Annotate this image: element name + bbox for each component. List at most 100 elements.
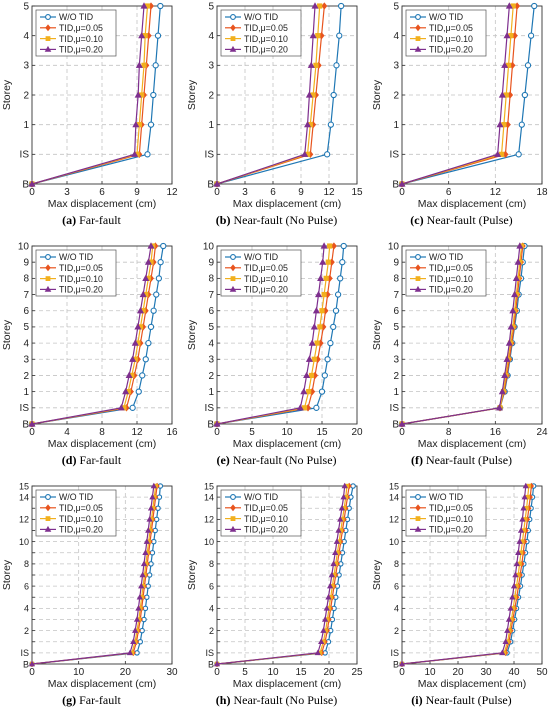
data-point	[147, 121, 155, 128]
legend-marker	[415, 254, 421, 260]
data-point	[308, 372, 315, 379]
y-tick-label: 5	[393, 1, 399, 12]
legend-marker	[415, 24, 421, 32]
legend-marker	[230, 24, 236, 32]
legend-label: TID,μ=0.10	[244, 514, 288, 524]
legend-marker	[415, 264, 421, 272]
data-point	[517, 527, 525, 533]
y-axis-label: Storey	[1, 559, 13, 590]
y-tick-label: 10	[18, 241, 30, 252]
data-point	[135, 605, 142, 611]
data-point	[28, 660, 36, 667]
data-point	[518, 121, 525, 128]
data-point	[308, 339, 316, 346]
data-point	[140, 560, 148, 567]
data-point	[307, 61, 315, 68]
data-point	[320, 627, 327, 633]
legend-label: TID,μ=0.05	[59, 263, 103, 273]
axes-frame	[31, 245, 173, 425]
y-tick-label: 2	[394, 626, 399, 636]
data-point	[309, 31, 317, 39]
data-point	[507, 605, 514, 611]
data-point	[125, 371, 133, 379]
data-point	[498, 387, 506, 395]
x-tick-label: 9	[134, 187, 140, 198]
x-tick-label: 16	[490, 427, 502, 438]
axes-frame	[401, 5, 543, 185]
data-point	[145, 339, 152, 347]
y-axis-label: Storey	[1, 319, 13, 350]
y-tick-label: 4	[208, 338, 214, 349]
legend-label: W/O TID	[429, 252, 463, 262]
data-point	[305, 355, 313, 362]
axes-frame	[216, 5, 358, 185]
x-axis-label: Max displacement (cm)	[233, 678, 342, 690]
x-tick-label: 0	[214, 427, 220, 438]
x-tick-label: 16	[166, 427, 178, 438]
data-point	[303, 371, 311, 379]
data-point	[327, 121, 335, 128]
y-tick-label: IS	[20, 150, 30, 161]
legend-marker	[45, 24, 51, 32]
data-point	[311, 2, 319, 9]
data-point	[337, 2, 345, 10]
data-point	[327, 339, 334, 347]
data-point	[325, 259, 331, 265]
y-tick-label: B	[23, 659, 29, 669]
data-point	[143, 538, 150, 544]
data-point	[129, 404, 136, 411]
x-tick-label: 20	[351, 427, 363, 438]
y-tick-label: B	[392, 179, 399, 190]
x-tick-label: 15	[351, 187, 363, 198]
legend-label: W/O TID	[244, 12, 278, 22]
data-point	[141, 62, 147, 68]
data-point	[314, 340, 320, 346]
data-point	[136, 307, 145, 314]
x-tick-label: 20	[323, 667, 335, 678]
x-tick-label: 6	[270, 187, 276, 198]
data-point	[133, 616, 141, 622]
data-point	[337, 516, 344, 522]
y-tick-label: B	[392, 419, 399, 430]
data-point	[132, 627, 139, 633]
legend-marker	[414, 525, 422, 532]
y-tick-label: IS	[205, 648, 214, 658]
data-point	[139, 372, 146, 379]
legend-marker	[230, 276, 236, 281]
data-point	[306, 389, 312, 395]
y-tick-label: 10	[388, 241, 400, 252]
y-tick-label: 2	[393, 90, 399, 101]
legend-marker	[230, 254, 236, 260]
y-tick-label: 2	[209, 626, 214, 636]
data-point	[503, 355, 511, 362]
legend-marker	[45, 504, 51, 512]
legend-marker	[45, 276, 51, 281]
data-point	[527, 32, 535, 39]
legend-marker	[230, 516, 236, 521]
caption-tag: (a)	[62, 213, 77, 227]
caption-text: Near-fault (No Pulse)	[233, 213, 338, 227]
data-point	[502, 638, 509, 644]
legend-label: TID,μ=0.20	[244, 285, 288, 295]
data-point	[339, 259, 346, 266]
data-point	[333, 538, 340, 544]
y-tick-label: 1	[393, 387, 399, 398]
y-tick-label: 3	[23, 61, 29, 72]
data-point	[147, 242, 155, 249]
legend-marker	[230, 264, 236, 272]
y-tick-label: 3	[393, 61, 399, 72]
y-tick-label: 10	[19, 537, 29, 547]
data-point	[142, 549, 149, 555]
data-point	[495, 404, 503, 411]
chart-panel: 0 5 10 15 20 B IS 1 2 3 4 5 6 7 8 9 10 W/O TID TID,μ=0.05 T…	[185, 240, 365, 472]
data-point	[332, 549, 339, 555]
data-point	[505, 616, 513, 622]
y-tick-label: B	[393, 659, 399, 669]
y-tick-label: 4	[24, 604, 29, 614]
data-point	[515, 151, 522, 158]
data-point	[503, 31, 511, 39]
